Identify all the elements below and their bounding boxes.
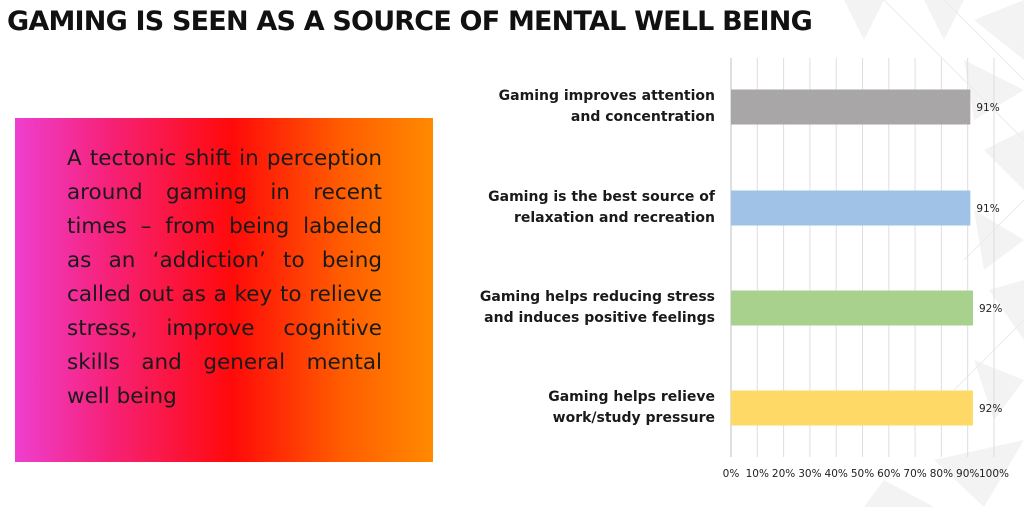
x-tick-label: 10% — [746, 468, 769, 480]
gradient-text-box: A tectonic shift in perception around ga… — [15, 118, 433, 462]
x-tick-label: 100% — [979, 468, 1009, 480]
x-tick-label: 30% — [798, 468, 821, 480]
data-label: 92% — [979, 403, 1002, 415]
bar — [731, 390, 973, 426]
data-label: 92% — [979, 303, 1002, 315]
data-label: 91% — [976, 102, 999, 114]
x-tick-label: 70% — [903, 468, 926, 480]
data-label: 91% — [976, 203, 999, 215]
x-tick-label: 90% — [956, 468, 979, 480]
category-label: Gaming helps relieve work/study pressure — [548, 389, 715, 426]
x-tick-label: 0% — [723, 468, 740, 480]
bar — [731, 190, 971, 226]
bar — [731, 89, 971, 125]
page-title: GAMING IS SEEN AS A SOURCE OF MENTAL WEL… — [7, 6, 813, 37]
x-tick-label: 60% — [877, 468, 900, 480]
x-tick-label: 50% — [851, 468, 874, 480]
x-tick-label: 80% — [930, 468, 953, 480]
category-label: Gaming improves attention and concentrati… — [498, 88, 715, 125]
category-label: Gaming helps reducing stress and induces … — [479, 289, 715, 326]
category-label: Gaming is the best source of relaxation a… — [488, 189, 715, 226]
decorative-pattern — [844, 0, 1024, 507]
x-tick-label: 40% — [825, 468, 848, 480]
body-text: A tectonic shift in perception around ga… — [67, 146, 382, 409]
x-tick-label: 20% — [772, 468, 795, 480]
bar — [731, 290, 973, 326]
